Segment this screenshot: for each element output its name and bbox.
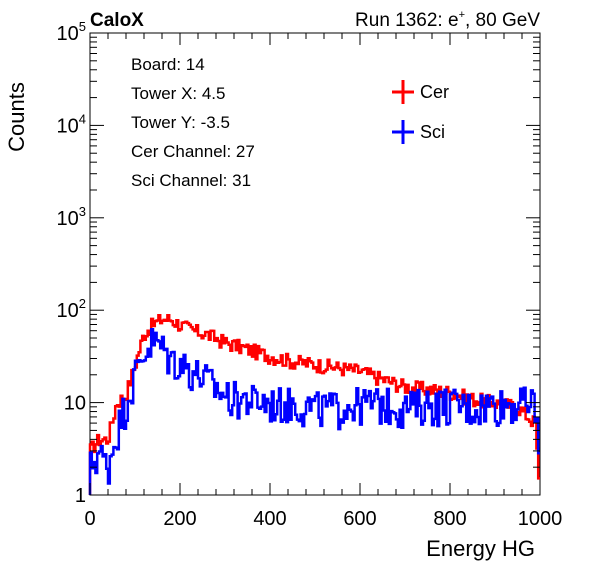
series-sci-line	[88, 328, 540, 495]
series-layer	[88, 313, 540, 495]
info-tower-y: Tower Y: -3.5	[131, 113, 230, 132]
y-tick-label: 104	[57, 111, 86, 137]
x-axis-title: Energy HG	[426, 536, 535, 561]
y-tick-label: 10	[64, 393, 86, 415]
plot-frame	[89, 32, 541, 496]
x-tick-label: 1000	[518, 508, 563, 530]
y-tick-label: 102	[57, 296, 86, 322]
legend-cer-label: Cer	[420, 82, 449, 102]
info-box: Board: 14 Tower X: 4.5 Tower Y: -3.5 Cer…	[131, 55, 255, 190]
y-axis-title: Counts	[4, 82, 29, 152]
legend: Cer Sci	[392, 80, 449, 144]
brand-label: CaloX	[90, 10, 144, 31]
info-sci-channel: Sci Channel: 31	[131, 171, 251, 190]
legend-sci-label: Sci	[420, 122, 445, 142]
x-tick-label: 0	[84, 508, 95, 530]
info-cer-channel: Cer Channel: 27	[131, 142, 255, 161]
tick-layer: 0 200 400 600 800 1000 1 10 102 103 104 105	[57, 19, 563, 530]
y-tick-label: 105	[57, 19, 86, 45]
y-tick-label: 103	[57, 204, 86, 230]
x-tick-label: 400	[253, 508, 286, 530]
x-tick-label: 200	[163, 508, 196, 530]
run-info-label: Run 1362: e+, 80 GeV	[355, 9, 540, 31]
info-board: Board: 14	[131, 55, 205, 74]
x-tick-label: 600	[343, 508, 376, 530]
x-tick-label: 800	[433, 508, 466, 530]
y-tick-label: 1	[75, 485, 86, 507]
info-tower-x: Tower X: 4.5	[131, 84, 226, 103]
